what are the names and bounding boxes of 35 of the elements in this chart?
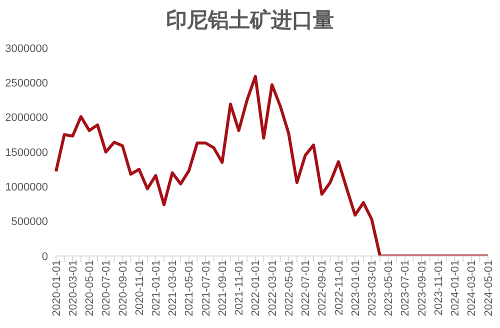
y-tick-label: 1500000 bbox=[5, 146, 48, 159]
x-tick-label: 2021-03-01 bbox=[167, 260, 180, 316]
x-tick-label: 2021-11-01 bbox=[234, 260, 246, 316]
x-tick-label: 2020-03-01 bbox=[67, 260, 80, 316]
x-tick-label: 2022-01-01 bbox=[250, 260, 262, 316]
x-tick-label: 2021-09-01 bbox=[216, 260, 229, 316]
x-tick-label: 2021-07-01 bbox=[200, 260, 212, 316]
x-tick-label: 2024-05-01 bbox=[482, 260, 495, 316]
x-tick-label: 2023-01-01 bbox=[350, 260, 362, 316]
y-tick-label: 2500000 bbox=[5, 78, 48, 90]
x-tick-label: 2022-11-01 bbox=[333, 260, 346, 316]
x-tick-label: 2023-07-01 bbox=[400, 260, 412, 316]
x-tick-label: 2023-11-01 bbox=[432, 260, 445, 316]
x-tick-label: 2023-09-01 bbox=[416, 260, 428, 316]
x-tick-label: 2020-11-01 bbox=[134, 260, 146, 316]
x-tick-label: 2023-03-01 bbox=[366, 260, 378, 316]
x-tick-label: 2022-07-01 bbox=[300, 260, 312, 316]
x-tick-label: 2020-09-01 bbox=[117, 260, 130, 316]
y-tick-label: 3000000 bbox=[5, 42, 48, 55]
y-tick-label: 1000000 bbox=[5, 182, 48, 194]
x-tick-label: 2022-09-01 bbox=[316, 260, 329, 316]
x-tick-label: 2024-03-01 bbox=[466, 260, 478, 316]
x-tick-label: 2022-03-01 bbox=[266, 260, 279, 316]
x-tick-label: 2022-05-01 bbox=[283, 260, 296, 316]
x-tick-label: 2020-05-01 bbox=[84, 260, 96, 316]
chart-title: 印尼铝土矿进口量 bbox=[165, 8, 335, 34]
y-tick-label: 2000000 bbox=[5, 112, 48, 124]
x-tick-label: 2020-01-01 bbox=[50, 260, 63, 316]
x-tick-label: 2023-05-01 bbox=[383, 260, 396, 316]
y-tick-label: 500000 bbox=[11, 216, 48, 228]
y-tick-label: 0 bbox=[42, 250, 48, 263]
x-tick-label: 2021-05-01 bbox=[184, 260, 196, 316]
x-tick-label: 2021-01-01 bbox=[150, 260, 162, 316]
x-tick-label: 2024-01-01 bbox=[450, 260, 462, 316]
x-tick-label: 2020-07-01 bbox=[100, 260, 113, 316]
